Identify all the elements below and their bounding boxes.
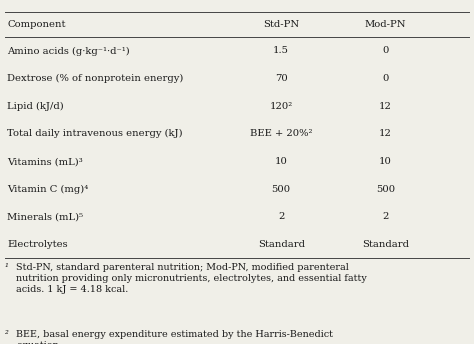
Text: Vitamin C (mg)⁴: Vitamin C (mg)⁴	[7, 185, 88, 194]
Text: 10: 10	[379, 157, 392, 166]
Text: 500: 500	[376, 185, 395, 194]
Text: Standard: Standard	[258, 240, 305, 249]
Text: 2: 2	[383, 212, 389, 221]
Text: BEE + 20%²: BEE + 20%²	[250, 129, 312, 138]
Text: 10: 10	[275, 157, 288, 166]
Text: 12: 12	[379, 129, 392, 138]
Text: 0: 0	[383, 46, 389, 55]
Text: Lipid (kJ/d): Lipid (kJ/d)	[7, 102, 64, 111]
Text: Std-PN: Std-PN	[263, 20, 299, 29]
Text: 500: 500	[272, 185, 291, 194]
Text: Dextrose (% of nonprotein energy): Dextrose (% of nonprotein energy)	[7, 74, 183, 83]
Text: BEE, basal energy expenditure estimated by the Harris-Benedict
equation.: BEE, basal energy expenditure estimated …	[16, 330, 333, 344]
Text: 70: 70	[275, 74, 288, 83]
Text: Amino acids (g·kg⁻¹·d⁻¹): Amino acids (g·kg⁻¹·d⁻¹)	[7, 46, 130, 55]
Text: 0: 0	[383, 74, 389, 83]
Text: Minerals (mL)⁵: Minerals (mL)⁵	[7, 212, 83, 221]
Text: ¹: ¹	[5, 264, 9, 272]
Text: 120²: 120²	[270, 102, 293, 111]
Text: Mod-PN: Mod-PN	[365, 20, 406, 29]
Text: Std-PN, standard parenteral nutrition; Mod-PN, modified parenteral
nutrition pro: Std-PN, standard parenteral nutrition; M…	[16, 264, 367, 294]
Text: 2: 2	[278, 212, 284, 221]
Text: Standard: Standard	[362, 240, 409, 249]
Text: ²: ²	[5, 330, 9, 339]
Text: Total daily intravenous energy (kJ): Total daily intravenous energy (kJ)	[7, 129, 182, 139]
Text: 1.5: 1.5	[273, 46, 289, 55]
Text: Vitamins (mL)³: Vitamins (mL)³	[7, 157, 83, 166]
Text: 12: 12	[379, 102, 392, 111]
Text: Component: Component	[7, 20, 65, 29]
Text: Electrolytes: Electrolytes	[7, 240, 68, 249]
